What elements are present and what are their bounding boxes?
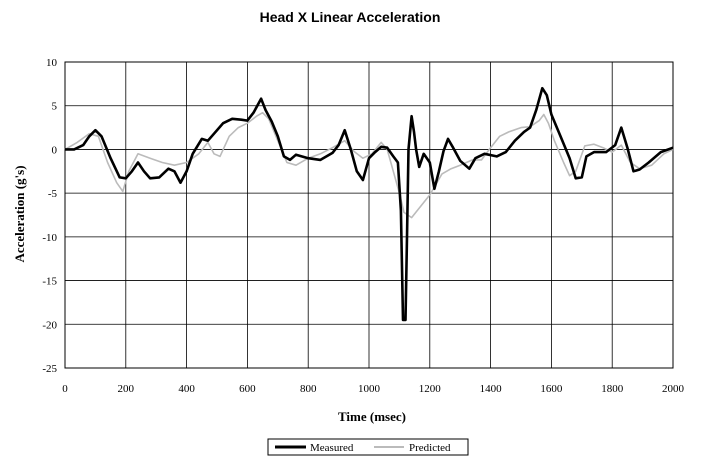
x-tick-label: 800: [300, 383, 317, 395]
y-tick-label: 0: [52, 144, 58, 156]
x-tick-label: 2000: [662, 383, 685, 395]
x-axis-label: Time (msec): [338, 409, 406, 424]
y-tick-label: -25: [42, 363, 57, 375]
x-tick-label: 1000: [358, 383, 381, 395]
series-line-predicted: [64, 111, 674, 219]
y-axis-label: Acceleration (g's): [12, 165, 27, 262]
x-tick-label: 1800: [601, 383, 624, 395]
y-tick-label: -5: [48, 188, 58, 200]
y-tick-label: 5: [52, 101, 58, 113]
chart-title: Head X Linear Acceleration: [260, 9, 441, 25]
y-tick-label: 10: [46, 57, 58, 69]
x-tick-label: 1200: [419, 383, 442, 395]
x-tick-label: 1400: [480, 383, 503, 395]
legend-box: [267, 438, 469, 456]
x-axis-ticks: 0 200 400 600 800 1000 1200 1400 1600 1800 2000: [62, 383, 684, 395]
y-tick-label: -15: [42, 276, 57, 288]
legend: Measured Predicted: [267, 438, 469, 456]
legend-label-measured: Measured: [310, 442, 354, 454]
y-tick-label: -10: [42, 232, 57, 244]
x-tick-label: 400: [178, 383, 195, 395]
x-tick-label: 200: [118, 383, 135, 395]
x-tick-label: 600: [239, 383, 256, 395]
series-layer: [64, 86, 674, 322]
legend-label-predicted: Predicted: [409, 442, 451, 454]
y-axis-ticks: 10 5 0 -5 -10 -15 -20 -25: [42, 57, 57, 375]
series-line-measured: [65, 86, 674, 322]
x-tick-label: 0: [62, 383, 68, 395]
plot-frame: [64, 61, 674, 369]
x-tick-label: 1600: [540, 383, 563, 395]
y-tick-label: -20: [42, 319, 57, 331]
grid: [64, 61, 674, 369]
